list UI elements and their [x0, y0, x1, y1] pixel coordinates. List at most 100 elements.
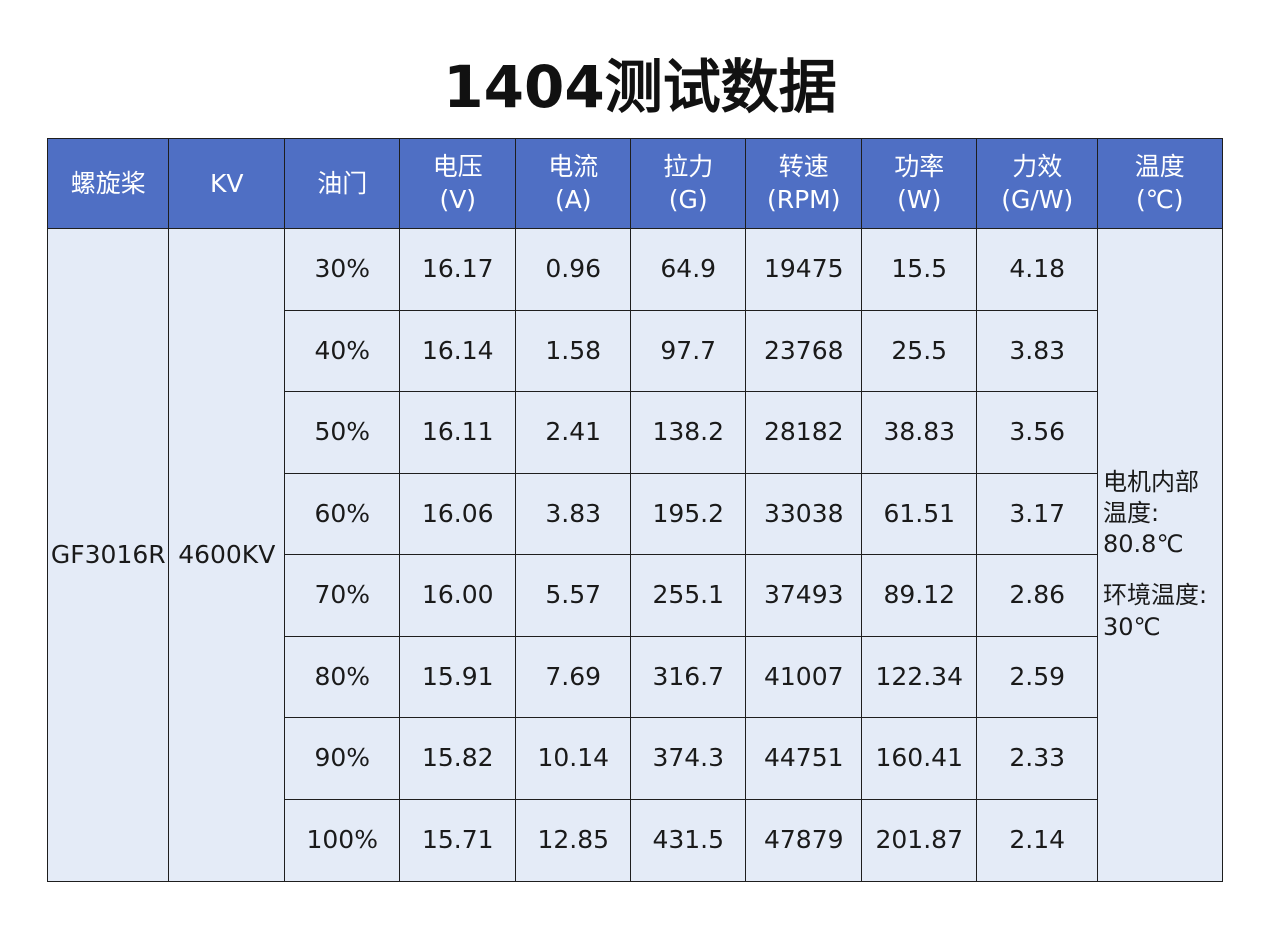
- cell-text: 374.3: [652, 743, 725, 773]
- data-cell: 28182: [745, 391, 863, 474]
- header-text: (W): [897, 184, 942, 214]
- header-text: 功率: [894, 152, 945, 182]
- propeller-cell: GF3016R: [47, 228, 170, 882]
- data-cell: 15.82: [399, 717, 517, 800]
- cell-text: 3.17: [1009, 498, 1066, 528]
- data-cell: 41007: [745, 635, 863, 719]
- cell-text: 10.14: [537, 743, 610, 773]
- data-cell: 16.11: [399, 391, 517, 474]
- data-cell: 4.18: [976, 228, 1099, 311]
- note-line: 温度:: [1103, 498, 1160, 527]
- data-cell: 316.7: [630, 635, 747, 719]
- cell-text: 97.7: [660, 335, 717, 365]
- header-text: (V): [439, 184, 477, 214]
- cell-text: 37493: [763, 580, 844, 610]
- header-cell: 拉力 (G): [630, 138, 747, 230]
- cell-text: 28182: [763, 417, 844, 447]
- data-cell: 50%: [284, 391, 401, 474]
- data-cell: 80%: [284, 635, 401, 719]
- note-line: 环境温度:: [1103, 581, 1208, 610]
- cell-text: 316.7: [652, 661, 725, 691]
- data-cell: 255.1: [630, 554, 747, 637]
- cell-text: 5.57: [545, 580, 602, 610]
- data-cell: 97.7: [630, 309, 747, 393]
- header-text: 电压: [432, 152, 483, 182]
- note-line: 电机内部: [1103, 467, 1199, 496]
- cell-text: 122.34: [875, 661, 963, 691]
- data-cell: 64.9: [630, 228, 747, 311]
- data-cell: 2.41: [515, 391, 632, 474]
- data-cell: 1.58: [515, 309, 632, 393]
- data-cell: 33038: [745, 472, 863, 556]
- data-cell: 30%: [284, 228, 401, 311]
- cell-text: 1.58: [545, 335, 602, 365]
- cell-text: 2.41: [545, 417, 602, 447]
- data-cell: 16.17: [399, 228, 517, 311]
- data-cell: 90%: [284, 717, 401, 800]
- cell-text: 7.69: [545, 661, 602, 691]
- cell-text: 16.17: [421, 254, 494, 284]
- header-text: (℃): [1135, 184, 1184, 214]
- data-cell: 195.2: [630, 472, 747, 556]
- header-text: 拉力: [663, 152, 714, 182]
- data-cell: 431.5: [630, 798, 747, 882]
- cell-text: 201.87: [875, 824, 963, 854]
- data-cell: 10.14: [515, 717, 632, 800]
- header-text: (G/W): [1001, 184, 1074, 214]
- header-text: 转速: [778, 152, 829, 182]
- data-cell: 3.56: [976, 391, 1099, 474]
- data-cell: 47879: [745, 798, 863, 882]
- cell-text: 15.71: [421, 824, 494, 854]
- cell-text: 195.2: [652, 498, 725, 528]
- data-cell: 19475: [745, 228, 863, 311]
- data-cell: 61.51: [861, 472, 978, 556]
- data-cell: 37493: [745, 554, 863, 637]
- cell-text: 16.00: [421, 580, 494, 610]
- data-cell: 0.96: [515, 228, 632, 311]
- data-cell: 138.2: [630, 391, 747, 474]
- data-cell: 2.59: [976, 635, 1099, 719]
- data-cell: 15.91: [399, 635, 517, 719]
- cell-text: 12.85: [537, 824, 610, 854]
- data-cell: 160.41: [861, 717, 978, 800]
- cell-text: 90%: [314, 743, 371, 773]
- header-cell: 电压 (V): [399, 138, 517, 230]
- data-cell: 2.86: [976, 554, 1099, 637]
- cell-text: 33038: [763, 498, 844, 528]
- header-cell: 转速 (RPM): [745, 138, 863, 230]
- data-cell: 100%: [284, 798, 401, 882]
- data-cell: 201.87: [861, 798, 978, 882]
- data-cell: 3.83: [515, 472, 632, 556]
- cell-text: 80%: [314, 661, 371, 691]
- cell-text: 47879: [763, 824, 844, 854]
- data-cell: 16.00: [399, 554, 517, 637]
- cell-text: 3.56: [1009, 417, 1066, 447]
- note-line: 30℃: [1103, 612, 1161, 641]
- data-cell: 16.14: [399, 309, 517, 393]
- cell-text: 16.11: [421, 417, 494, 447]
- data-cell: 38.83: [861, 391, 978, 474]
- cell-text: 23768: [763, 335, 844, 365]
- data-cell: 2.33: [976, 717, 1099, 800]
- header-text: (G): [668, 184, 708, 214]
- cell-text: 15.91: [421, 661, 494, 691]
- data-cell: 5.57: [515, 554, 632, 637]
- cell-text: 2.33: [1009, 743, 1066, 773]
- note-paragraph: 电机内部 温度: 80.8℃: [1103, 467, 1199, 561]
- header-text: 温度: [1134, 152, 1185, 182]
- data-cell: 16.06: [399, 472, 517, 556]
- cell-text: 2.86: [1009, 580, 1066, 610]
- header-cell: 油门: [284, 138, 401, 230]
- cell-text: 138.2: [652, 417, 725, 447]
- data-cell: 3.17: [976, 472, 1099, 556]
- header-cell: 螺旋桨: [47, 138, 170, 230]
- data-cell: 7.69: [515, 635, 632, 719]
- cell-text: 89.12: [883, 580, 956, 610]
- cell-text: 60%: [314, 498, 371, 528]
- header-cell: 电流 (A): [515, 138, 632, 230]
- header-cell: 功率 (W): [861, 138, 978, 230]
- cell-text: 70%: [314, 580, 371, 610]
- cell-text: 40%: [314, 335, 371, 365]
- cell-text: 64.9: [660, 254, 717, 284]
